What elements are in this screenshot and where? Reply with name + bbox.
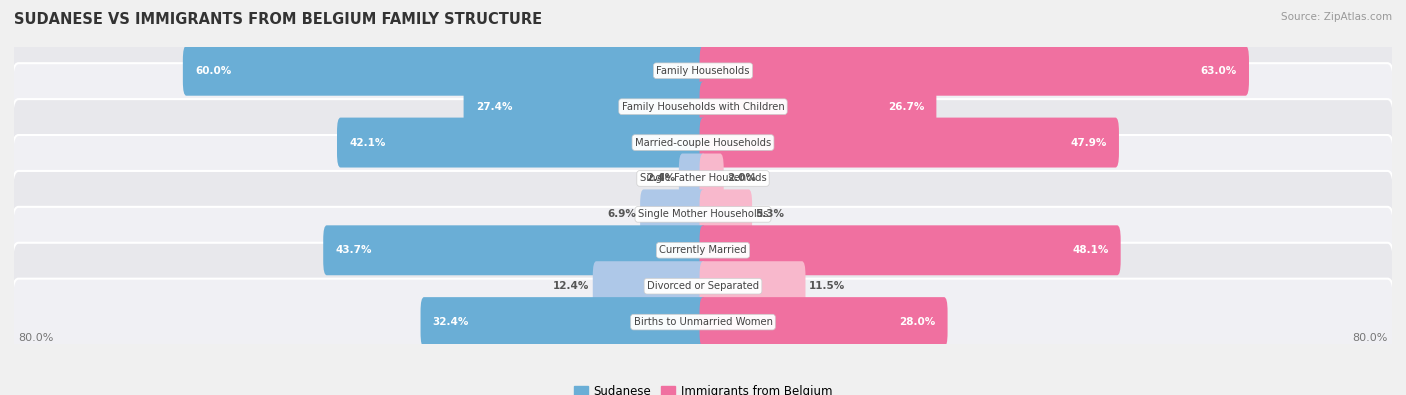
Text: Divorced or Separated: Divorced or Separated — [647, 281, 759, 291]
Text: 12.4%: 12.4% — [553, 281, 589, 291]
Text: 11.5%: 11.5% — [808, 281, 845, 291]
Text: Births to Unmarried Women: Births to Unmarried Women — [634, 317, 772, 327]
Text: Family Households: Family Households — [657, 66, 749, 76]
FancyBboxPatch shape — [11, 135, 1395, 222]
Text: 47.9%: 47.9% — [1070, 137, 1107, 148]
Text: 28.0%: 28.0% — [900, 317, 935, 327]
FancyBboxPatch shape — [700, 297, 948, 347]
Text: Source: ZipAtlas.com: Source: ZipAtlas.com — [1281, 12, 1392, 22]
Text: 27.4%: 27.4% — [475, 102, 512, 112]
Text: 80.0%: 80.0% — [1353, 333, 1388, 343]
Text: 42.1%: 42.1% — [349, 137, 385, 148]
Text: Currently Married: Currently Married — [659, 245, 747, 255]
Text: Single Mother Households: Single Mother Households — [638, 209, 768, 219]
Text: 48.1%: 48.1% — [1073, 245, 1108, 255]
FancyBboxPatch shape — [323, 225, 706, 275]
FancyBboxPatch shape — [183, 46, 706, 96]
Legend: Sudanese, Immigrants from Belgium: Sudanese, Immigrants from Belgium — [569, 380, 837, 395]
FancyBboxPatch shape — [464, 82, 706, 132]
FancyBboxPatch shape — [700, 154, 724, 203]
Text: Single Father Households: Single Father Households — [640, 173, 766, 183]
Text: 63.0%: 63.0% — [1201, 66, 1237, 76]
Text: Married-couple Households: Married-couple Households — [636, 137, 770, 148]
Text: 6.9%: 6.9% — [607, 209, 637, 219]
Text: 60.0%: 60.0% — [195, 66, 231, 76]
FancyBboxPatch shape — [11, 27, 1395, 114]
FancyBboxPatch shape — [700, 190, 752, 239]
FancyBboxPatch shape — [700, 118, 1119, 167]
Text: 5.3%: 5.3% — [755, 209, 785, 219]
Text: Family Households with Children: Family Households with Children — [621, 102, 785, 112]
FancyBboxPatch shape — [337, 118, 706, 167]
FancyBboxPatch shape — [593, 261, 706, 311]
Text: 26.7%: 26.7% — [889, 102, 924, 112]
Text: SUDANESE VS IMMIGRANTS FROM BELGIUM FAMILY STRUCTURE: SUDANESE VS IMMIGRANTS FROM BELGIUM FAMI… — [14, 12, 543, 27]
FancyBboxPatch shape — [700, 46, 1249, 96]
Text: 2.0%: 2.0% — [727, 173, 756, 183]
Text: 32.4%: 32.4% — [433, 317, 470, 327]
FancyBboxPatch shape — [11, 207, 1395, 294]
Text: 80.0%: 80.0% — [18, 333, 53, 343]
FancyBboxPatch shape — [11, 243, 1395, 330]
FancyBboxPatch shape — [420, 297, 706, 347]
FancyBboxPatch shape — [700, 225, 1121, 275]
FancyBboxPatch shape — [11, 99, 1395, 186]
FancyBboxPatch shape — [11, 278, 1395, 365]
FancyBboxPatch shape — [11, 171, 1395, 258]
FancyBboxPatch shape — [679, 154, 706, 203]
Text: 43.7%: 43.7% — [335, 245, 371, 255]
FancyBboxPatch shape — [640, 190, 706, 239]
Text: 2.4%: 2.4% — [647, 173, 675, 183]
FancyBboxPatch shape — [700, 82, 936, 132]
FancyBboxPatch shape — [700, 261, 806, 311]
FancyBboxPatch shape — [11, 63, 1395, 150]
